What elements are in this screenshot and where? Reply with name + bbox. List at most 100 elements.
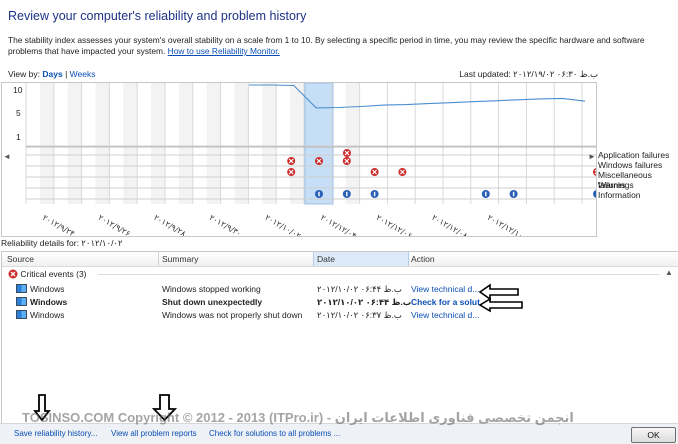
day-column [206,83,221,204]
windows-icon [16,284,27,293]
row-date: ب.ظ ۰۶:۴۴ ۲۰۱۲/۱۰/۰۲ [317,297,412,307]
error-marker-x [344,150,350,156]
table-row[interactable]: Windows Windows stopped working ب.ظ ۰۶:۴… [2,283,678,296]
y-tick-1: 1 [16,132,21,142]
column-action[interactable]: Action [411,254,435,264]
row-source: Windows [16,310,64,320]
date-label: ۲۰۱۲/۹/۳۰ [208,213,243,236]
info-marker-i [512,191,515,197]
info-marker-i [485,191,487,197]
view-by-weeks[interactable]: Weeks [69,69,96,79]
column-date[interactable]: Date [317,254,335,264]
y-tick-5: 5 [16,108,21,118]
arrow-left-icon [478,283,523,313]
ok-button[interactable]: OK [631,427,676,443]
row-action-link[interactable]: Check for a solut... [411,297,481,307]
day-column [123,83,138,204]
collapse-group-icon[interactable]: ▲ [665,268,673,277]
info-marker-i [373,191,376,197]
day-column [67,83,82,204]
error-marker-x [288,169,294,175]
critical-events-label: Critical events (3) [20,269,87,279]
date-label: ۲۰۱۲/۱۲/۰۶ [375,213,414,236]
date-label: ۲۰۱۲/۱۲/۰۸ [430,213,470,236]
category-misc-failures: Miscellaneous failures [598,170,652,190]
group-divider [98,274,660,275]
view-by-days[interactable]: Days [42,69,63,79]
view-by-separator: | [65,69,68,79]
date-label: ۲۰۱۲/۹/۲۸ [152,213,188,236]
column-source[interactable]: Source [7,254,34,264]
last-updated: Last updated: ب.ظ ۰۶:۳۰ ۲۰۱۲/۱۹/۰۲ [459,69,598,79]
info-marker [593,190,601,198]
day-column [39,83,54,204]
critical-events-group[interactable]: Critical events (3) [8,269,87,279]
reliability-chart-svg: ۲۰۱۲/۹/۲۴ ۲۰۱۲/۹/۲۶ ۲۰۱۲/۹/۲۸ ۲۰۱۲/۹/۳۰ ۲۰۱۲… [25,82,629,241]
date-label: ۲۰۱۲/۱۲/۰۴ [319,213,358,236]
day-column [345,83,360,204]
row-action-link[interactable]: View technical d... [411,284,480,294]
date-label: ۲۰۱۲/۹/۲۶ [97,213,132,236]
category-warnings: Warnings [598,180,634,190]
reliability-details-label: Reliability details for: ۲۰۱۲/۱۰/۰۲ [1,238,123,248]
category-windows-failures: Windows failures [598,160,663,170]
page-description: The stability index assesses your system… [8,35,672,57]
date-label: ۲۰۱۲/۱۲/۱۰ [486,213,525,236]
view-by-label: View by: [8,69,40,79]
selected-day-column [304,82,334,205]
error-icon [8,269,18,279]
details-table: Source Summary Date Action Critical even… [1,251,678,425]
view-all-reports-link[interactable]: View all problem reports [111,429,197,438]
row-summary: Shut down unexpectedly [162,297,263,307]
view-by-toggle: View by: Days | Weeks [8,69,95,79]
error-marker-x [344,158,350,164]
check-solutions-link[interactable]: Check for solutions to all problems ... [209,429,341,438]
stability-index-line [249,84,586,109]
row-summary: Windows stopped working [162,284,261,294]
error-marker [593,168,601,176]
windows-icon [16,310,27,319]
help-link[interactable]: How to use Reliability Monitor. [167,46,280,56]
windows-icon [16,297,27,306]
table-row[interactable]: Windows Shut down unexpectedly ب.ظ ۰۶:۴۴… [2,296,678,309]
info-marker-i [318,191,320,197]
table-row[interactable]: Windows Windows was not properly shut do… [2,309,678,322]
day-column [95,83,110,204]
y-tick-10: 10 [13,85,23,95]
arrow-down-icon [33,394,51,422]
row-date: ب.ظ ۰۶:۴۴ ۲۰۱۲/۱۰/۰۲ [317,284,402,294]
info-marker-i [346,191,348,197]
row-source: Windows [16,284,64,294]
reliability-chart[interactable]: ۲۰۱۲/۹/۲۴ ۲۰۱۲/۹/۲۶ ۲۰۱۲/۹/۲۸ ۲۰۱۲/۹/۳۰ ۲۰۱۲… [1,82,629,241]
day-column [262,83,277,204]
save-history-link[interactable]: Save reliability history... [14,429,98,438]
category-information: Information [598,190,641,200]
row-action-link[interactable]: View technical d... [411,310,480,320]
category-app-failures: Application failures [598,150,670,160]
error-marker-x [372,169,378,175]
row-summary: Windows was not properly shut down [162,310,303,320]
date-label: ۲۰۱۲/۱۰/۰۲ [263,213,302,236]
bottom-bar: Save reliability history... View all pro… [0,423,678,444]
day-column [290,83,304,204]
page-title: Review your computer's reliability and p… [8,9,307,23]
day-column [178,83,193,204]
table-header: Source Summary Date Action [2,252,678,267]
row-date: ب.ظ ۰۶:۳۷ ۲۰۱۲/۱۰/۰۲ [317,310,402,320]
error-marker-x [399,169,405,175]
copyright-watermark: TOSINSO.COM Copyright © 2012 - 2013 (ITP… [22,410,574,425]
description-text: The stability index assesses your system… [8,35,645,56]
date-label: ۲۰۱۲/۹/۲۴ [41,213,76,236]
column-divider[interactable] [158,252,159,266]
day-column [151,83,165,204]
error-marker-x [288,158,294,164]
chart-nav-right-button[interactable]: ► [588,152,596,161]
day-column [234,83,249,204]
date-column-highlight [313,252,409,266]
arrow-down-icon [152,394,178,422]
column-summary[interactable]: Summary [162,254,199,264]
error-marker-x [316,158,322,164]
row-source: Windows [16,297,67,307]
chart-nav-left-button[interactable]: ◄ [3,152,11,161]
